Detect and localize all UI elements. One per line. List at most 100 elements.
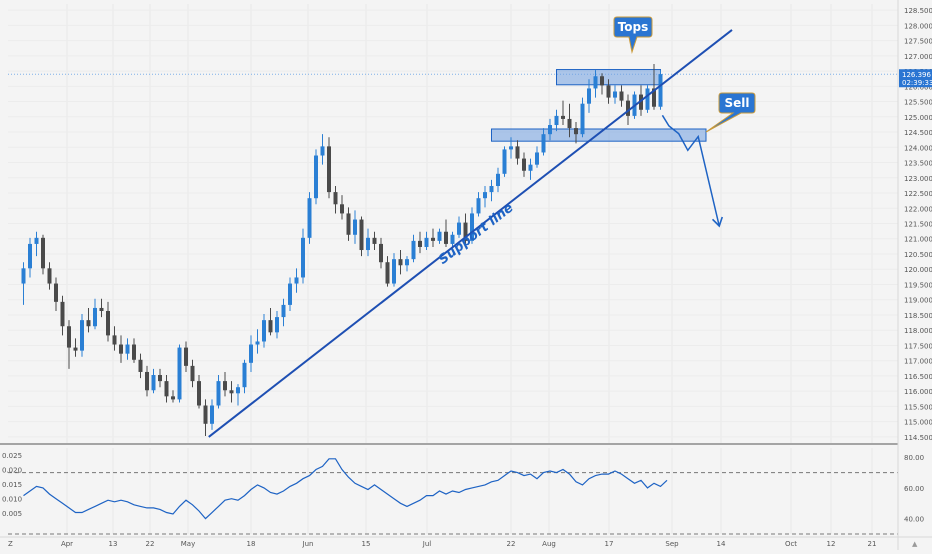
price-tick-label: 120.500: [904, 251, 932, 259]
rsi-line: [23, 458, 668, 520]
sell-callout-bubble: [705, 92, 756, 133]
candle-body: [210, 405, 214, 424]
candle-body: [411, 240, 416, 260]
price-tick-label: 125.500: [904, 99, 932, 107]
candle-body: [450, 234, 455, 244]
zone-sell: [491, 128, 707, 142]
candle-body: [60, 301, 65, 327]
price-tick-label: 123.500: [904, 160, 932, 168]
projection-path: [661, 114, 724, 228]
price-tick-label: 127.500: [904, 38, 932, 46]
candle-body: [242, 362, 247, 388]
price-tick-label: 117.500: [904, 342, 932, 350]
candle-body: [249, 344, 253, 363]
candle-body: [197, 381, 201, 406]
candle-body: [164, 381, 169, 397]
candle-body: [288, 283, 292, 305]
sell-callout-label: Sell: [724, 96, 749, 110]
candle-body: [54, 283, 58, 302]
candle-body: [125, 344, 130, 354]
time-tick-label: Jun: [302, 540, 314, 548]
candle-body: [21, 268, 26, 284]
price-tick-label: 122.500: [904, 190, 932, 198]
left-scale-tick-label: 0.020: [2, 467, 22, 475]
candle-body: [216, 381, 221, 406]
candle-body: [463, 222, 468, 241]
candle-body: [80, 320, 84, 351]
candle-body: [366, 237, 370, 251]
time-tick-label: 18: [247, 540, 256, 548]
candle-body: [658, 74, 663, 107]
candle-body: [606, 85, 611, 98]
candle-body: [268, 320, 273, 333]
candle-body: [554, 115, 559, 126]
price-tick-label: 128.500: [904, 7, 932, 15]
candle-body: [359, 219, 364, 251]
price-tick-label: 118.000: [904, 327, 932, 335]
candle-body: [652, 88, 656, 107]
candle-body: [262, 320, 266, 342]
candle-body: [112, 335, 117, 345]
price-tick-label: 119.000: [904, 297, 932, 305]
time-tick-label: 22: [507, 540, 516, 548]
candles-layer: [21, 64, 663, 436]
candle-body: [489, 186, 494, 193]
price-tick-label: 114.500: [904, 434, 932, 442]
support-line: [208, 29, 733, 438]
candle-body: [307, 198, 312, 238]
candle-body: [223, 381, 227, 391]
candle-body: [548, 125, 552, 135]
candle-body: [379, 243, 383, 263]
time-tick-label: Sep: [665, 540, 679, 548]
countdown-label: 02:39:33: [902, 79, 932, 87]
rsi-tick-label: 60.00: [904, 485, 924, 493]
candle-body: [444, 231, 448, 244]
candle-body: [496, 173, 500, 187]
tops-callout-bubble: [613, 16, 653, 54]
candle-body: [314, 155, 318, 199]
candle-body: [580, 103, 585, 135]
candle-body: [281, 304, 286, 318]
price-tick-label: 126.000: [904, 83, 932, 91]
price-tick-label: 120.000: [904, 266, 932, 274]
candle-body: [353, 219, 357, 235]
time-tick-label: 12: [827, 540, 836, 548]
candle-body: [41, 237, 45, 269]
candle-body: [398, 259, 403, 266]
tops-callout-label: Tops: [618, 20, 649, 34]
price-tick-label: 124.000: [904, 144, 932, 152]
candle-body: [405, 259, 409, 266]
price-tick-label: 125.000: [904, 114, 932, 122]
candle-body: [385, 262, 390, 284]
candle-body: [567, 118, 572, 129]
candle-body: [229, 390, 234, 394]
candle-body: [515, 146, 520, 159]
candle-body: [320, 146, 325, 156]
candle-body: [574, 128, 578, 135]
last-price-label: 126.396: [902, 71, 931, 79]
candle-body: [431, 237, 435, 241]
candle-body: [522, 158, 526, 171]
candle-body: [106, 310, 110, 336]
left-scale-tick-label: 0.025: [2, 452, 22, 460]
candle-body: [502, 149, 507, 174]
candle-body: [86, 320, 91, 327]
candle-body: [593, 76, 598, 89]
candle-body: [236, 387, 240, 394]
candle-body: [541, 134, 546, 153]
price-tick-label: 118.500: [904, 312, 932, 320]
candle-body: [151, 375, 156, 391]
candle-body: [639, 94, 643, 110]
price-tick-label: 116.500: [904, 373, 932, 381]
candle-body: [294, 277, 299, 284]
time-tick-label: Z: [8, 540, 13, 548]
candle-body: [424, 237, 429, 247]
candle-body: [626, 100, 630, 116]
time-tick-label: Oct: [785, 540, 797, 548]
left-scale-tick-label: 0.010: [2, 496, 22, 504]
candle-body: [561, 115, 565, 119]
candle-body: [327, 146, 331, 193]
